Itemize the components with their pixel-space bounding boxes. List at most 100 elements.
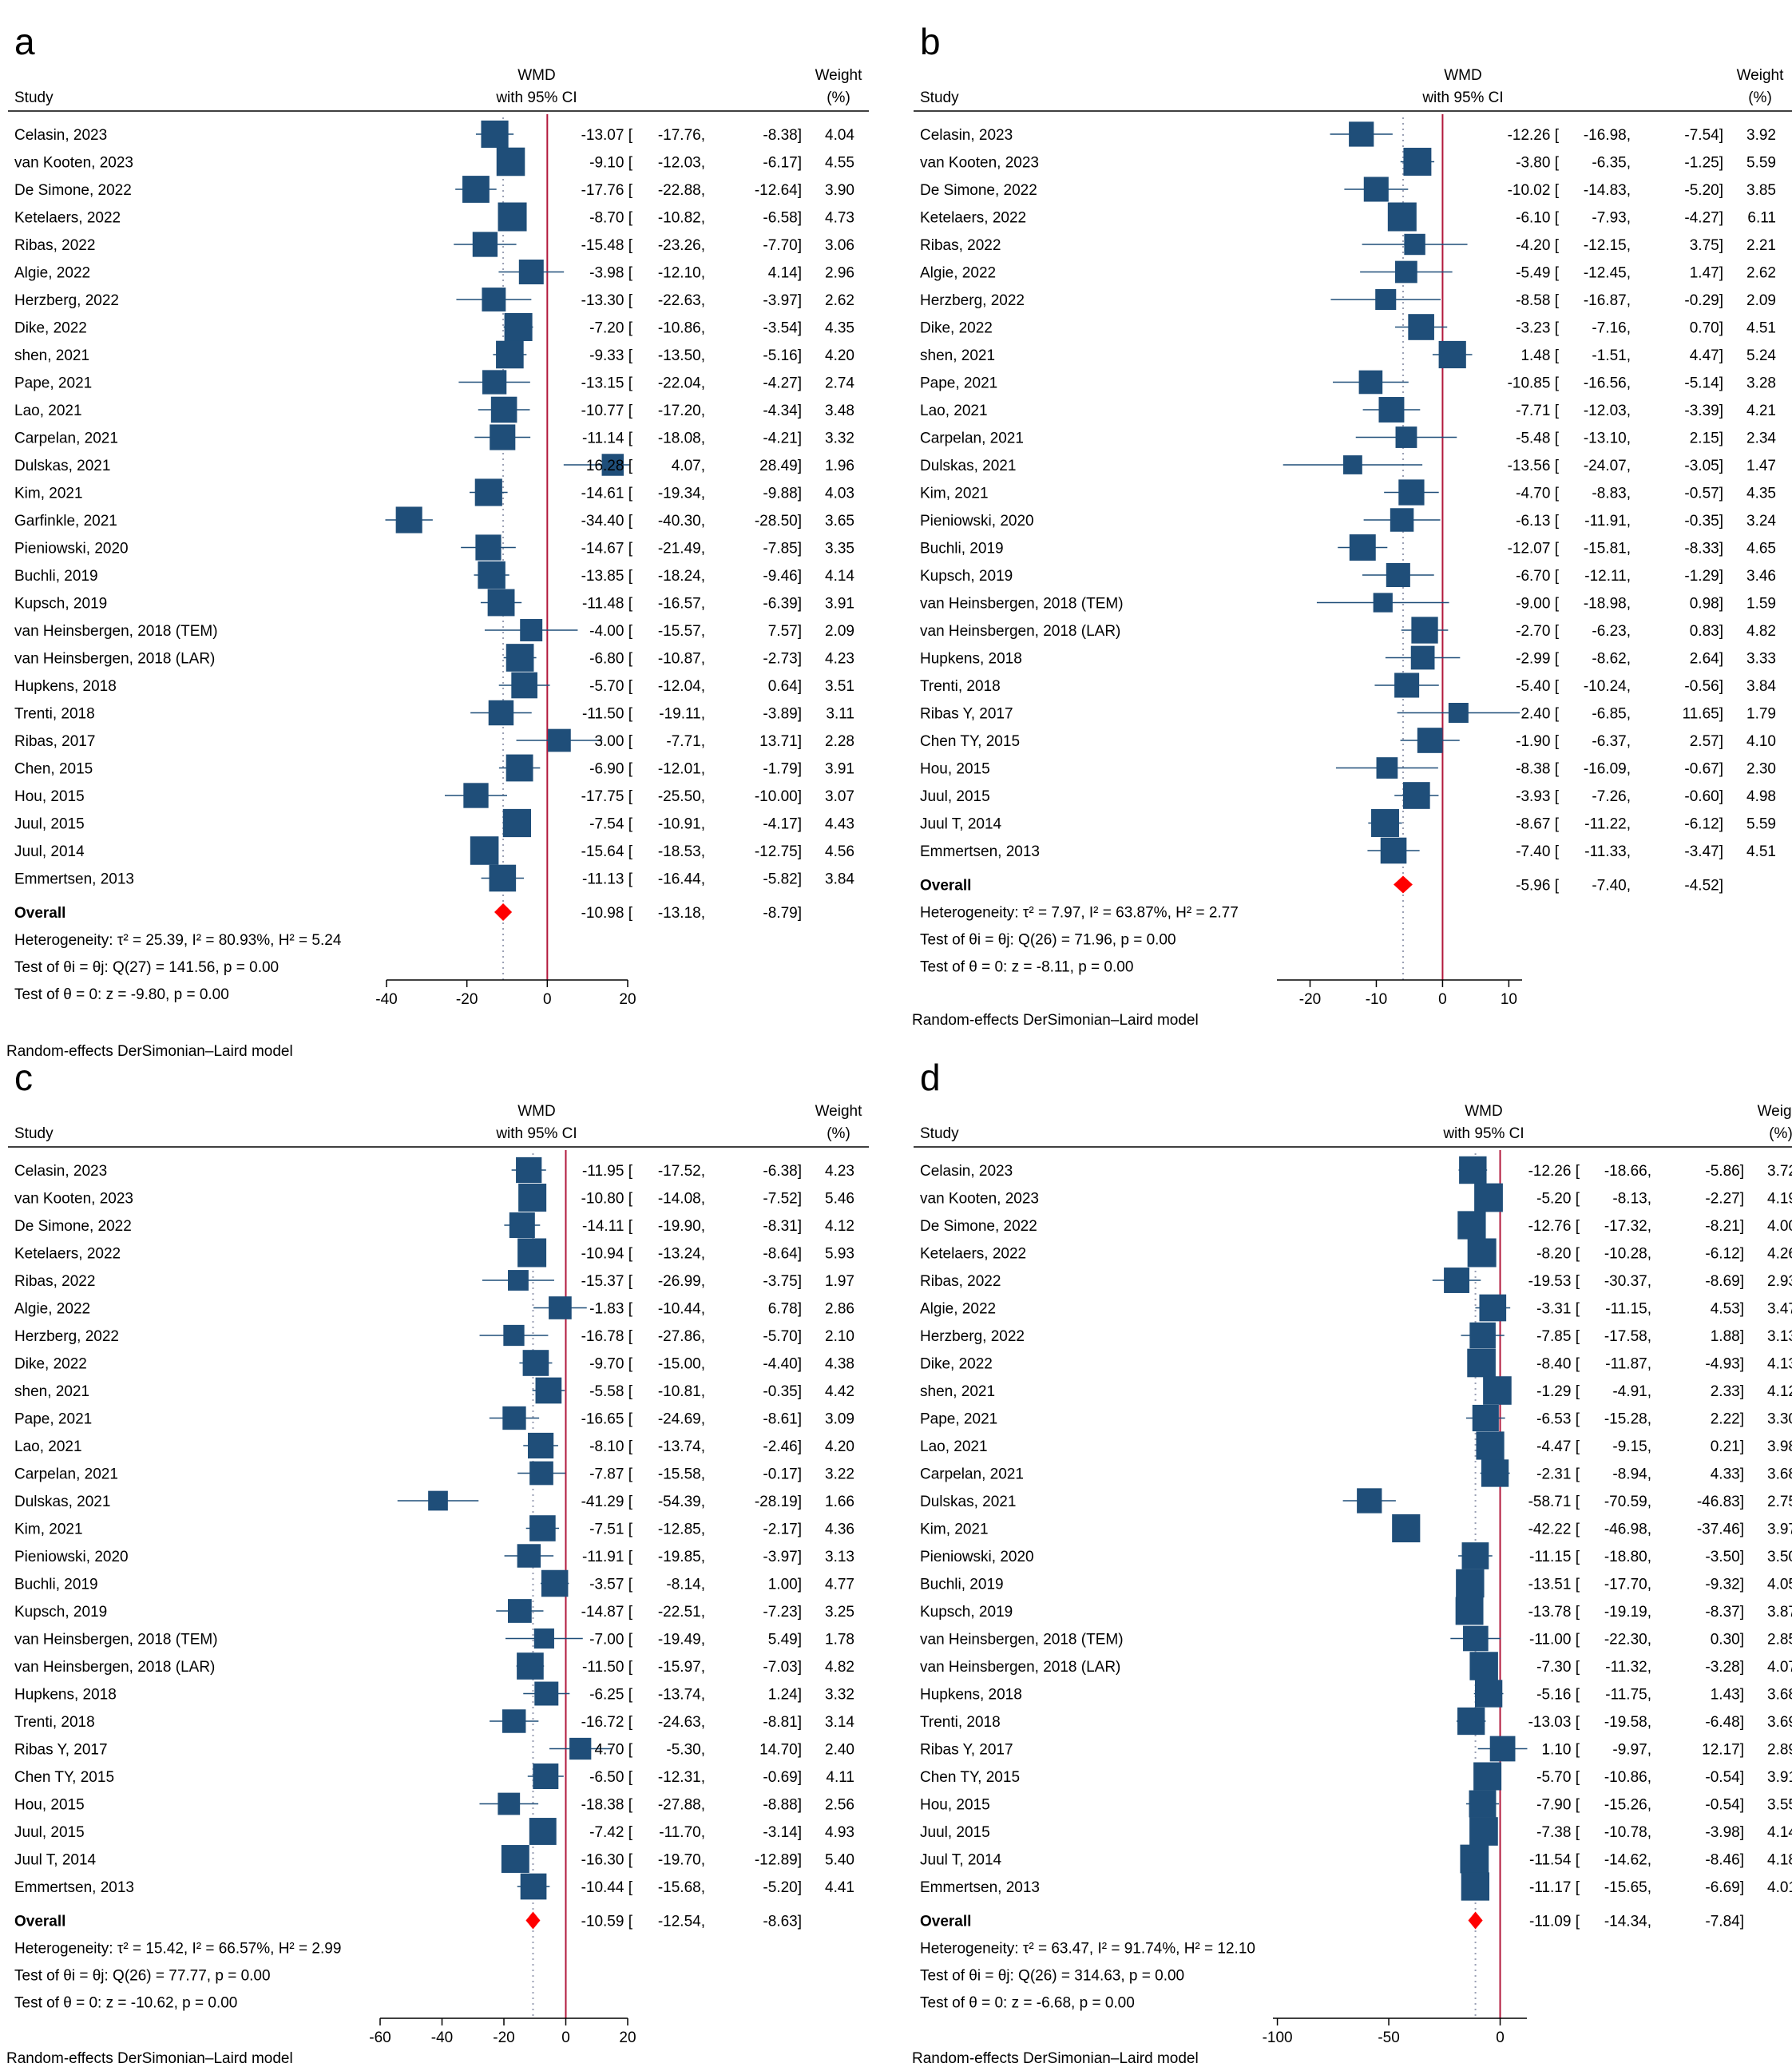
overall-ci-upper: -8.79] (763, 905, 802, 922)
ci-upper-value: -3.98] (1705, 1824, 1744, 1841)
study-label: Carpelan, 2021 (14, 430, 118, 447)
overall-ci-lower: -7.40, (1592, 878, 1631, 895)
effect-square (529, 1515, 556, 1541)
wmd-value: -8.70 [ (589, 210, 633, 227)
study-label: Ribas Y, 2017 (920, 706, 1013, 723)
ci-upper-value: -1.79] (763, 761, 802, 778)
effect-square (505, 754, 533, 782)
study-label: Kim, 2021 (920, 1521, 989, 1538)
weight-value: 3.51 (825, 678, 854, 695)
wmd-value: -16.30 [ (581, 1852, 633, 1869)
wmd-value: -17.75 [ (581, 788, 633, 805)
ci-lower-value: -10.91, (658, 816, 705, 833)
effect-square (1373, 593, 1393, 613)
effect-square (395, 506, 422, 534)
header-weight: Weight (1737, 67, 1785, 84)
header-pct: (%) (827, 89, 850, 106)
ci-upper-value: -8.64] (763, 1246, 802, 1263)
header-wmd: WMD (517, 67, 555, 84)
effect-square (1463, 1625, 1489, 1652)
wmd-value: -1.29 [ (1536, 1383, 1580, 1400)
weight-value: 3.91 (825, 596, 854, 613)
effect-square (1395, 260, 1417, 284)
wmd-value: -15.37 [ (581, 1273, 633, 1290)
ci-upper-value: 4.47] (1690, 347, 1723, 364)
study-label: Juul, 2015 (14, 1824, 85, 1841)
ci-upper-value: -8.33] (1684, 541, 1723, 557)
effect-square (520, 619, 543, 641)
study-label: Pieniowski, 2020 (14, 541, 129, 557)
heterogeneity-text: Heterogeneity: τ² = 25.39, I² = 80.93%, … (14, 932, 342, 949)
wmd-value: -14.67 [ (581, 541, 633, 557)
ci-lower-value: -23.26, (658, 237, 705, 254)
wmd-value: -18.38 [ (581, 1797, 633, 1814)
wmd-value: -12.76 [ (1528, 1218, 1580, 1235)
effect-square (1390, 508, 1414, 532)
overall-label: Overall (920, 878, 971, 895)
ci-upper-value: -3.97] (763, 1549, 802, 1565)
effect-square (504, 312, 533, 342)
wmd-value: -10.02 [ (1508, 182, 1560, 199)
wmd-value: -7.38 [ (1536, 1824, 1580, 1841)
panel-label: c (14, 1057, 33, 1098)
study-label: Juul, 2015 (920, 1824, 990, 1841)
ci-upper-value: 4.14] (768, 265, 802, 282)
weight-value: 3.84 (1746, 678, 1776, 695)
wmd-value: -7.71 [ (1516, 403, 1560, 419)
ci-upper-value: -0.69] (763, 1769, 802, 1786)
ci-lower-value: -18.98, (1584, 596, 1631, 613)
ci-lower-value: -16.87, (1584, 292, 1631, 309)
ci-upper-value: -5.70] (763, 1328, 802, 1345)
weight-value: 3.13 (1767, 1328, 1792, 1345)
wmd-value: -10.77 [ (581, 403, 633, 419)
ci-upper-value: 1.24] (768, 1687, 802, 1704)
wmd-value: -5.16 [ (1536, 1687, 1580, 1704)
study-label: Trenti, 2018 (14, 1714, 95, 1731)
weight-value: 4.82 (1746, 623, 1776, 640)
ci-lower-value: -10.87, (658, 651, 705, 668)
wmd-value: -11.50 [ (582, 1659, 633, 1676)
ci-lower-value: -7.71, (666, 733, 705, 750)
ci-lower-value: -15.26, (1604, 1797, 1651, 1814)
ci-lower-value: -17.76, (658, 127, 705, 144)
study-label: Ketelaers, 2022 (920, 210, 1026, 227)
effect-square (1474, 1680, 1503, 1708)
wmd-value: -4.47 [ (1536, 1438, 1580, 1455)
ci-upper-value: -6.69] (1705, 1879, 1744, 1896)
ci-upper-value: -8.61] (763, 1411, 802, 1428)
weight-value: 2.10 (825, 1328, 854, 1345)
wmd-value: -11.00 [ (1529, 1632, 1580, 1648)
study-label: Hou, 2015 (920, 761, 990, 778)
study-label: Ribas, 2022 (14, 237, 95, 254)
effect-square (1459, 1156, 1487, 1184)
ci-lower-value: -46.98, (1604, 1521, 1651, 1538)
effect-square (534, 1681, 559, 1706)
study-label: Carpelan, 2021 (920, 430, 1024, 447)
study-label: Hupkens, 2018 (920, 1687, 1022, 1704)
heterogeneity-text: Heterogeneity: τ² = 15.42, I² = 66.57%, … (14, 1941, 341, 1958)
wmd-value: -11.48 [ (582, 596, 633, 613)
ci-upper-value: -0.56] (1684, 678, 1723, 695)
weight-value: 3.11 (826, 706, 854, 723)
study-label: Ribas, 2017 (14, 733, 95, 750)
wmd-value: -13.51 [ (1528, 1577, 1580, 1593)
study-label: Algie, 2022 (14, 1301, 90, 1318)
wmd-value: -3.31 [ (1536, 1301, 1580, 1318)
effect-square (1469, 1817, 1498, 1846)
effect-square (482, 288, 506, 311)
wmd-value: -9.70 [ (589, 1356, 633, 1373)
weight-value: 5.40 (825, 1852, 854, 1869)
wmd-value: -8.38 [ (1516, 761, 1560, 778)
study-label: van Heinsbergen, 2018 (TEM) (920, 596, 1124, 613)
wmd-value: -9.00 [ (1516, 596, 1560, 613)
model-note: Random-effects DerSimonian–Laird model (6, 1043, 293, 1060)
ci-upper-value: -37.46] (1697, 1521, 1744, 1538)
weight-value: 3.68 (1767, 1466, 1792, 1483)
study-label: Celasin, 2023 (920, 1163, 1013, 1180)
weight-value: 2.34 (1746, 430, 1776, 447)
ci-upper-value: 13.71] (759, 733, 802, 750)
study-label: Kim, 2021 (14, 1521, 83, 1538)
study-label: Hou, 2015 (14, 1797, 85, 1814)
ci-lower-value: -16.44, (658, 871, 705, 888)
weight-value: 3.47 (1767, 1301, 1792, 1318)
